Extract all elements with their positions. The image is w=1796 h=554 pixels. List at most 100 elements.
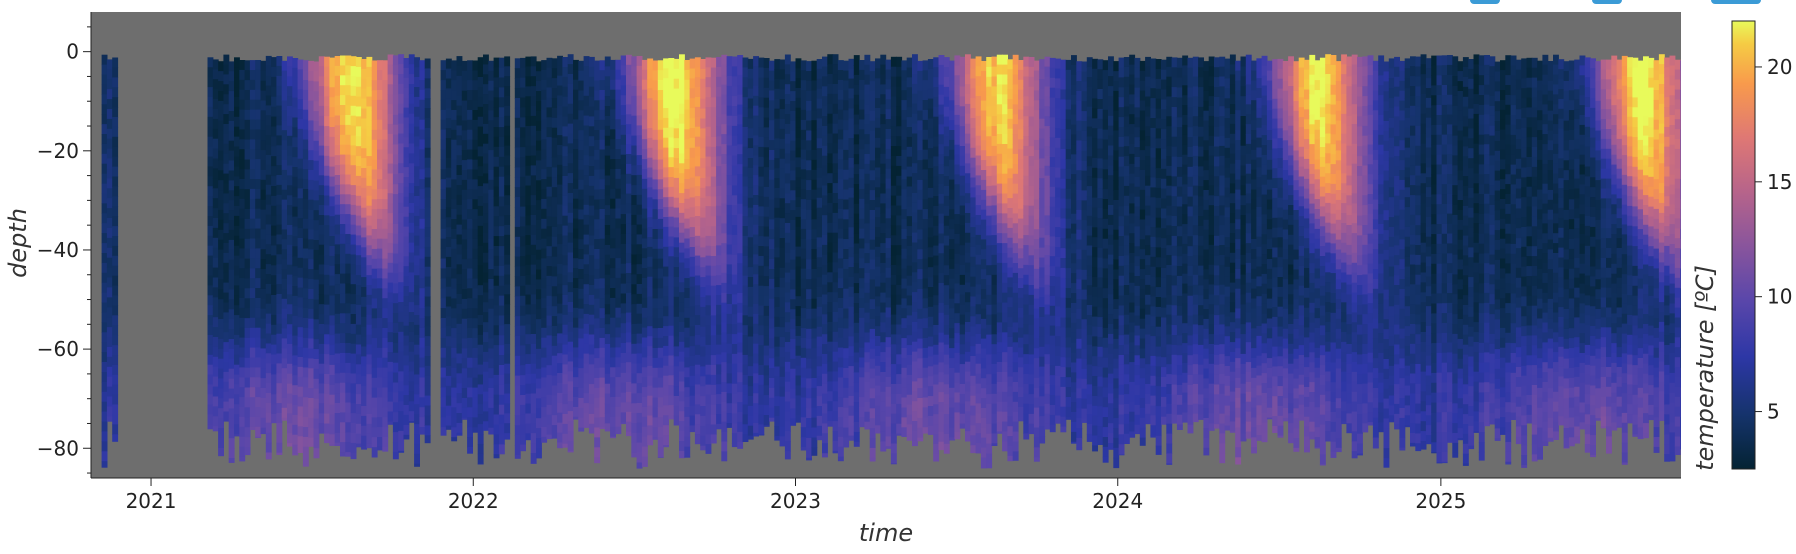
heatmap-cell bbox=[440, 119, 447, 131]
heatmap-cell bbox=[594, 179, 601, 191]
heatmap-cell bbox=[663, 226, 669, 238]
heatmap-cell bbox=[292, 97, 299, 109]
heatmap-cell bbox=[652, 338, 659, 349]
heatmap-cell bbox=[350, 224, 357, 236]
heatmap-cell bbox=[594, 387, 601, 399]
heatmap-cell bbox=[626, 292, 632, 304]
heatmap-cell bbox=[377, 367, 383, 379]
heatmap-cell bbox=[287, 294, 293, 305]
heatmap-cell bbox=[610, 367, 616, 378]
heatmap-cell bbox=[864, 144, 871, 155]
heatmap-cell bbox=[382, 377, 389, 389]
heatmap-cell bbox=[334, 115, 341, 126]
heatmap-cell bbox=[228, 239, 235, 251]
heatmap-cell bbox=[800, 417, 807, 428]
heatmap-cell bbox=[403, 147, 410, 158]
heatmap-cell bbox=[467, 228, 473, 240]
heatmap-cell bbox=[747, 296, 754, 308]
heatmap-cell bbox=[456, 224, 463, 236]
heatmap-cell bbox=[472, 348, 479, 359]
heatmap-cell bbox=[853, 134, 860, 145]
heatmap-cell bbox=[345, 214, 352, 225]
heatmap-cell bbox=[557, 422, 563, 434]
heatmap-cell bbox=[403, 87, 410, 99]
heatmap-cell bbox=[769, 90, 775, 101]
toolbar-button-right[interactable] bbox=[1711, 0, 1761, 4]
heatmap-cell bbox=[647, 197, 654, 208]
heatmap-cell bbox=[626, 233, 632, 244]
heatmap-cell bbox=[440, 258, 447, 269]
heatmap-cell bbox=[594, 249, 601, 260]
heatmap-cell bbox=[546, 107, 553, 118]
heatmap-cell bbox=[493, 146, 500, 158]
heatmap-cell bbox=[753, 413, 759, 424]
heatmap-cell bbox=[265, 234, 272, 245]
heatmap-cell bbox=[318, 254, 325, 266]
toolbar-button-middle[interactable] bbox=[1592, 0, 1622, 4]
heatmap-cell bbox=[536, 448, 542, 459]
heatmap-cell bbox=[657, 228, 664, 240]
heatmap-cell bbox=[567, 331, 574, 343]
heatmap-cell bbox=[403, 206, 410, 218]
heatmap-cell bbox=[684, 367, 691, 378]
heatmap-cell bbox=[234, 77, 240, 88]
heatmap-cell bbox=[763, 117, 770, 128]
heatmap-cell bbox=[228, 378, 235, 390]
heatmap-cell bbox=[641, 426, 648, 438]
heatmap-cell bbox=[419, 189, 426, 200]
heatmap-cell bbox=[567, 193, 574, 204]
heatmap-cell bbox=[483, 282, 489, 293]
heatmap-cell bbox=[366, 215, 373, 227]
heatmap-cell bbox=[265, 85, 272, 97]
heatmap-cell bbox=[297, 277, 304, 289]
heatmap-cell bbox=[731, 56, 738, 67]
heatmap-cell bbox=[604, 234, 611, 246]
heatmap-cell bbox=[302, 417, 309, 428]
heatmap-cell bbox=[737, 174, 744, 185]
heatmap-cell bbox=[276, 125, 283, 136]
heatmap-cell bbox=[875, 147, 881, 159]
heatmap-cell bbox=[371, 348, 378, 359]
heatmap-cell bbox=[673, 98, 680, 110]
heatmap-cell bbox=[340, 263, 346, 275]
heatmap-cell bbox=[493, 57, 500, 69]
heatmap-cell bbox=[710, 394, 717, 406]
heatmap-cell bbox=[557, 154, 563, 166]
heatmap-cell bbox=[551, 335, 558, 347]
heatmap-cell bbox=[742, 87, 749, 98]
heatmap-cell bbox=[504, 115, 511, 127]
heatmap-cell bbox=[716, 394, 722, 405]
heatmap-cell bbox=[774, 326, 781, 338]
heatmap-cell bbox=[106, 396, 113, 407]
heatmap-cell bbox=[641, 99, 648, 111]
heatmap-cell bbox=[832, 54, 839, 65]
heatmap-cell bbox=[313, 130, 320, 142]
heatmap-cell bbox=[440, 238, 447, 250]
toolbar-button-left[interactable] bbox=[1470, 0, 1500, 4]
heatmap-cell bbox=[440, 327, 447, 339]
heatmap-cell bbox=[260, 100, 267, 111]
heatmap-cell bbox=[297, 188, 304, 199]
heatmap-cell bbox=[408, 163, 415, 174]
heatmap-cell bbox=[287, 175, 293, 186]
heatmap-cell bbox=[488, 328, 495, 339]
heatmap-cell bbox=[271, 205, 277, 217]
heatmap-cell bbox=[340, 85, 346, 96]
heatmap-cell bbox=[329, 67, 336, 78]
heatmap-cell bbox=[403, 385, 410, 396]
heatmap-cell bbox=[641, 317, 648, 329]
heatmap-cell bbox=[551, 345, 558, 357]
heatmap-cell bbox=[530, 343, 537, 355]
heatmap-cell bbox=[387, 272, 394, 284]
heatmap-cell bbox=[271, 76, 277, 88]
heatmap-cell bbox=[377, 109, 383, 121]
heatmap-cell bbox=[361, 177, 367, 189]
heatmap-cell bbox=[816, 396, 823, 407]
heatmap-cell bbox=[281, 160, 288, 171]
heatmap-cell bbox=[504, 334, 511, 345]
heatmap-cell bbox=[652, 209, 659, 220]
heatmap-cell bbox=[271, 195, 277, 207]
heatmap-cell bbox=[769, 348, 775, 359]
heatmap-cell bbox=[620, 243, 627, 255]
heatmap-cell bbox=[334, 135, 341, 146]
